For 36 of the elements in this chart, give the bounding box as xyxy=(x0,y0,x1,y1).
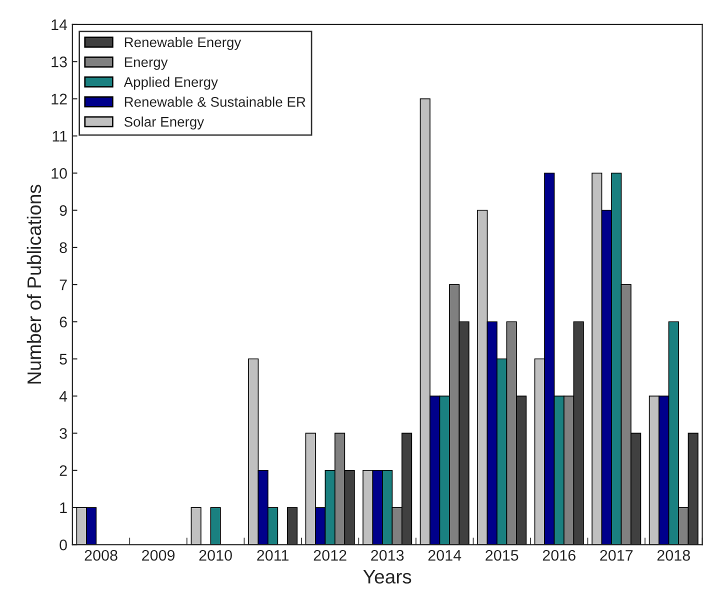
x-tick-label: 2012 xyxy=(314,550,346,561)
y-axis-title: Number of Publications xyxy=(26,184,42,384)
y-tick-label: 10 xyxy=(52,168,67,179)
y-tick-label: 2 xyxy=(60,465,67,476)
legend-label: Energy xyxy=(124,57,168,70)
legend-label: Renewable & Sustainable ER xyxy=(124,96,306,107)
bar xyxy=(190,507,202,545)
x-tick-label: 2008 xyxy=(84,550,118,561)
x-tick-label: 2011 xyxy=(257,550,289,561)
y-tick-label: 6 xyxy=(60,316,67,328)
x-tick-label: 2010 xyxy=(199,550,232,561)
x-tick-label: 2017 xyxy=(600,550,633,561)
bar xyxy=(287,507,298,545)
x-tick-label: 2013 xyxy=(371,550,404,561)
legend-label: Renewable Energy xyxy=(124,36,242,50)
y-tick-label: 13 xyxy=(52,56,67,68)
y-tick-label: 8 xyxy=(60,242,67,254)
y-tick-label: 14 xyxy=(52,20,68,30)
y-tick-label: 9 xyxy=(60,205,67,216)
y-tick-label: 5 xyxy=(60,354,67,365)
y-tick-label: 0 xyxy=(60,540,67,550)
y-tick-label: 4 xyxy=(59,391,68,402)
x-tick-label: 2018 xyxy=(657,550,690,561)
x-tick-label: 2014 xyxy=(428,550,462,561)
x-axis-title: Years xyxy=(363,570,412,584)
y-tick-label: 11 xyxy=(52,130,67,142)
bar xyxy=(210,507,221,545)
x-tick-label: 2009 xyxy=(142,550,175,561)
y-tick-label: 12 xyxy=(52,94,67,104)
y-tick-label: 1 xyxy=(60,502,67,514)
legend-label: Solar Energy xyxy=(124,116,204,130)
x-tick-label: 2015 xyxy=(486,550,518,561)
y-tick-label: 3 xyxy=(60,428,67,439)
y-tick-label: 7 xyxy=(60,280,67,290)
x-tick-label: 2016 xyxy=(542,550,576,561)
legend-label: Applied Energy xyxy=(124,76,218,90)
